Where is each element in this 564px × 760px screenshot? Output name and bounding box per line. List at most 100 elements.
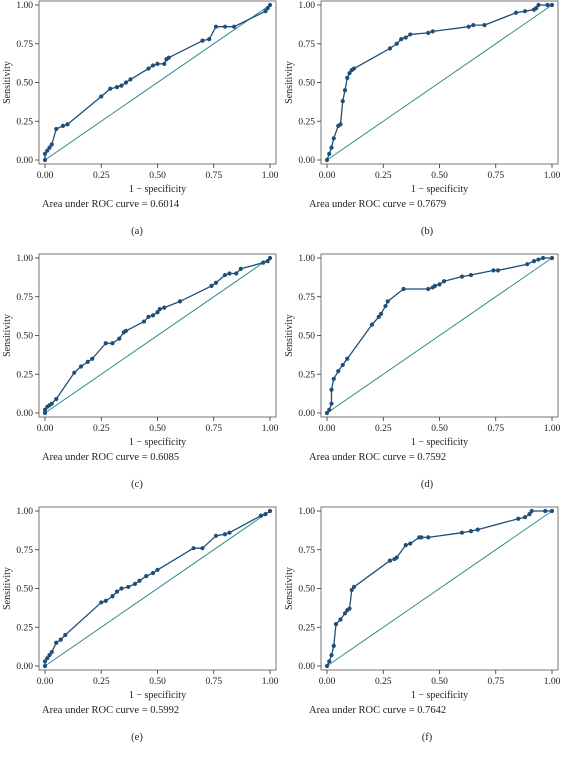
roc-point [351, 584, 357, 590]
roc-point [144, 574, 149, 579]
roc-point [63, 632, 68, 638]
roc-point [329, 653, 334, 658]
y-tick-label: 0.75 [16, 546, 33, 556]
roc-point [166, 55, 171, 60]
roc-point [141, 319, 147, 324]
roc-point [155, 310, 160, 315]
roc-point [522, 515, 528, 520]
roc-point [329, 401, 334, 406]
y-tick-label: 1.00 [298, 254, 315, 264]
panel-label: (c) [131, 479, 143, 490]
y-tick-label: 0.00 [16, 156, 33, 166]
roc-panel: 0.00 0.00 0.25 0.25 0.50 0.50 0.75 0.75 1.00 1.00… [0, 0, 282, 253]
roc-point [150, 63, 156, 68]
roc-point [385, 299, 390, 304]
roc-point [345, 75, 350, 80]
y-axis-title: Sensitivity [2, 567, 13, 610]
x-tick-label: 0.00 [319, 424, 336, 434]
roc-point [267, 2, 273, 8]
x-tick-label: 0.75 [205, 424, 222, 434]
roc-point [200, 38, 205, 43]
roc-point [324, 410, 330, 416]
roc-point [459, 274, 465, 279]
auc-label: Area under ROC curve = 0.6014 [42, 199, 180, 210]
roc-point [137, 578, 142, 583]
roc-point [495, 268, 501, 273]
roc-point [329, 145, 334, 150]
roc-point [399, 37, 404, 42]
roc-point [378, 311, 384, 316]
y-axis-title: Sensitivity [284, 314, 295, 357]
roc-point [222, 272, 228, 278]
roc-point [394, 555, 399, 560]
roc-point [549, 255, 555, 261]
roc-point [351, 66, 357, 71]
auc-label: Area under ROC curve = 0.7679 [309, 199, 447, 210]
x-tick-label: 0.50 [431, 677, 448, 687]
roc-point [349, 587, 354, 593]
roc-plot: 0.00 0.00 0.25 0.25 0.50 0.50 0.75 0.75 1.00 1.00… [2, 506, 279, 701]
roc-point [342, 611, 348, 616]
roc-point [85, 359, 90, 364]
x-tick-label: 0.25 [375, 424, 392, 434]
roc-point [222, 24, 228, 29]
roc-point [482, 23, 487, 28]
y-axis-title: Sensitivity [284, 61, 295, 104]
roc-point [513, 10, 519, 15]
roc-point [261, 260, 266, 265]
reference-line [44, 4, 271, 161]
auc-label: Area under ROC curve = 0.6085 [42, 452, 180, 463]
x-tick-label: 0.75 [487, 677, 504, 687]
y-tick-label: 1.00 [16, 1, 33, 11]
x-tick-label: 0.25 [93, 171, 110, 181]
roc-point [45, 148, 50, 153]
roc-panel: 0.00 0.00 0.25 0.25 0.50 0.50 0.75 0.75 1.00 1.00… [0, 253, 282, 506]
roc-point [123, 80, 129, 85]
y-tick-label: 0.50 [16, 79, 33, 89]
roc-point [258, 513, 264, 518]
roc-point [191, 546, 196, 551]
roc-point [231, 24, 237, 29]
roc-point [42, 151, 48, 156]
roc-point [466, 24, 471, 29]
y-tick-label: 0.25 [298, 117, 315, 127]
roc-point [324, 663, 330, 669]
x-tick-label: 0.75 [487, 171, 504, 181]
y-tick-label: 0.00 [16, 662, 33, 672]
roc-curve [44, 4, 271, 160]
roc-point [531, 259, 537, 264]
roc-point [209, 283, 214, 288]
y-tick-label: 0.50 [16, 332, 33, 342]
roc-plot: 0.00 0.00 0.25 0.25 0.50 0.50 0.75 0.75 1.00 1.00… [284, 0, 561, 195]
roc-point [338, 122, 343, 127]
roc-point [387, 46, 393, 51]
roc-plot: 0.00 0.00 0.25 0.25 0.50 0.50 0.75 0.75 1.00 1.00… [2, 253, 279, 448]
roc-point [475, 527, 480, 532]
roc-point [522, 9, 528, 14]
roc-point [468, 529, 474, 534]
y-tick-label: 1.00 [16, 254, 33, 264]
roc-panel: 0.00 0.00 0.25 0.25 0.50 0.50 0.75 0.75 1.00 1.00… [282, 0, 564, 253]
roc-point [387, 558, 393, 563]
y-tick-label: 0.00 [298, 156, 315, 166]
roc-point [516, 516, 521, 521]
y-tick-label: 1.00 [298, 1, 315, 11]
x-tick-label: 0.75 [487, 424, 504, 434]
roc-point [432, 283, 438, 288]
roc-point [336, 369, 341, 374]
roc-point [471, 23, 476, 28]
roc-point [527, 512, 532, 517]
reference-line [326, 257, 553, 414]
roc-point [128, 77, 133, 82]
reference-line [44, 510, 271, 667]
roc-point [49, 649, 54, 655]
roc-point [430, 29, 435, 34]
roc-point [426, 535, 431, 540]
roc-point [42, 659, 48, 664]
roc-panel: 0.00 0.00 0.25 0.25 0.50 0.50 0.75 0.75 1.00 1.00… [282, 253, 564, 506]
roc-point [468, 272, 474, 278]
roc-point [99, 94, 104, 99]
x-tick-label: 0.25 [375, 171, 392, 181]
y-tick-label: 0.25 [298, 623, 315, 633]
roc-point [146, 314, 151, 319]
